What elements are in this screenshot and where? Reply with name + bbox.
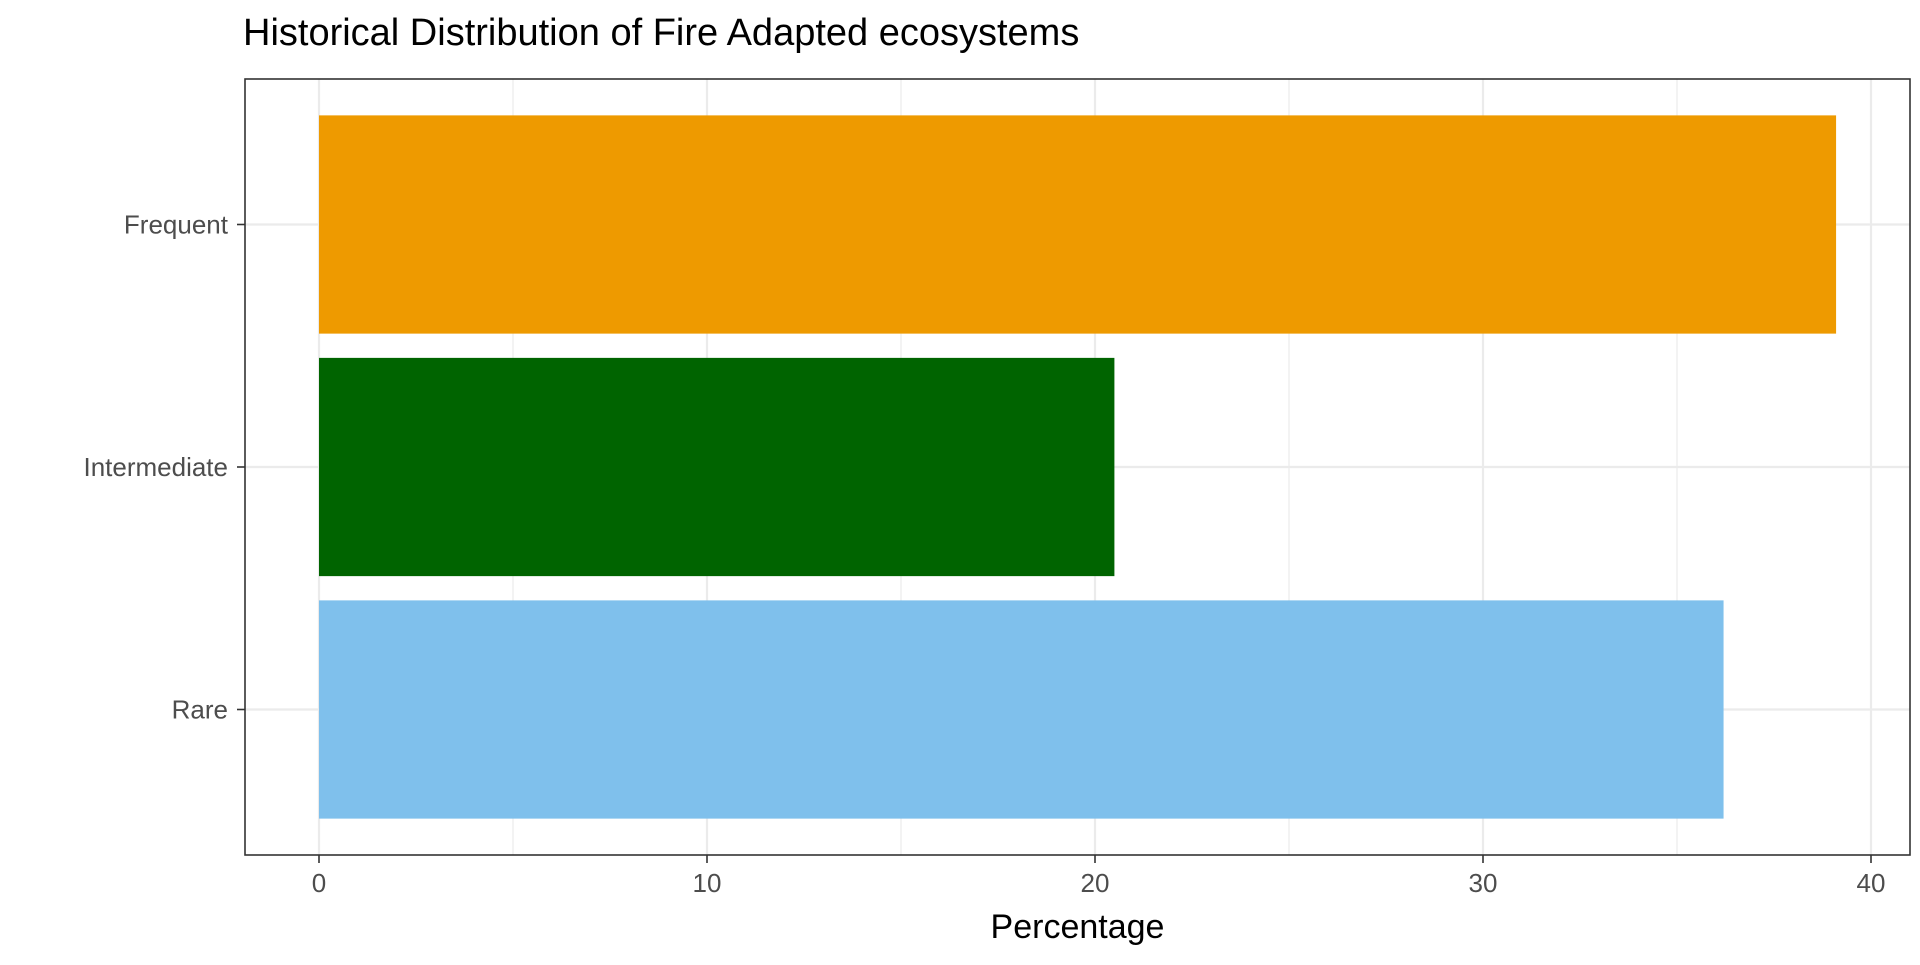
x-axis-title: Percentage [991, 908, 1165, 946]
x-tick-label: 30 [1469, 868, 1498, 898]
y-tick-label: Intermediate [83, 452, 228, 482]
x-tick-label: 10 [693, 868, 722, 898]
axes: 0 10 20 30 40 Frequent Intermediate Rare [83, 210, 1885, 899]
bars [319, 115, 1837, 819]
bar-intermediate [319, 357, 1115, 577]
chart-title: Historical Distribution of Fire Adapted … [243, 12, 1080, 54]
x-tick-label: 20 [1081, 868, 1110, 898]
bar-rare [319, 600, 1724, 819]
bar-frequent [319, 115, 1837, 334]
x-tick-label: 0 [312, 868, 326, 898]
x-tick-label: 40 [1857, 868, 1886, 898]
y-tick-label: Frequent [124, 210, 229, 240]
y-tick-label: Rare [172, 695, 228, 725]
